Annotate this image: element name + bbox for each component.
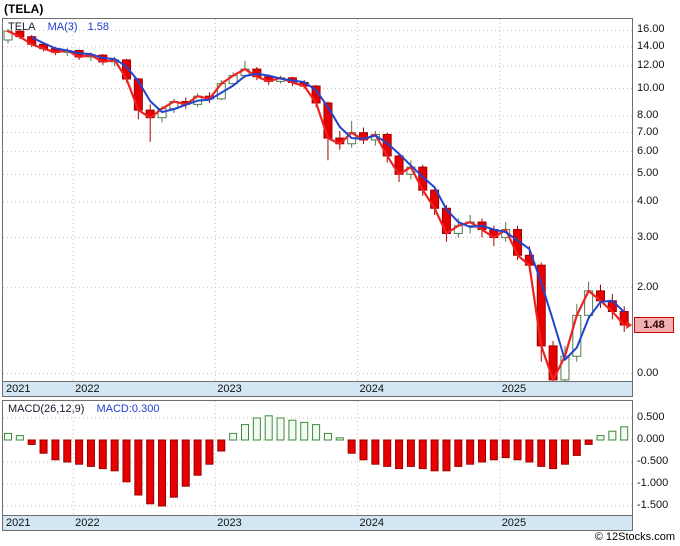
macd-axis-tick: 0.000 <box>637 433 665 445</box>
price-axis-tick: 2.00 <box>637 280 659 293</box>
x-axis-year-label: 2025 <box>501 383 527 395</box>
x-axis-year-label: 2022 <box>75 517 100 529</box>
x-axis-year-label: 2023 <box>217 383 242 395</box>
price-axis-tick: 7.00 <box>637 125 659 138</box>
price-chart-canvas <box>3 19 632 381</box>
price-axis-tick: 8.00 <box>637 109 659 122</box>
x-axis-year-label: 2021 <box>6 517 31 529</box>
legend-ma-label: MA(3) <box>47 21 78 33</box>
price-axis-tick: 3.00 <box>637 230 659 243</box>
page-title: (TELA) <box>4 2 44 16</box>
x-axis-year-label: 2025 <box>501 517 527 529</box>
x-axis-year-label: 2021 <box>6 383 31 395</box>
price-chart-pane: 2021 2022 2023 2024 2025 <box>2 18 633 397</box>
macd-chart-canvas <box>3 401 632 515</box>
macd-legend-value: MACD:0.300 <box>96 403 160 415</box>
legend-symbol: TELA <box>8 21 36 33</box>
macd-legend: MACD(26,12,9) MACD:0.300 <box>8 403 166 415</box>
legend-ma-value: 1.58 <box>87 21 110 33</box>
last-price-tag: 1.48 <box>634 317 674 333</box>
price-axis-tick: 5.00 <box>637 167 659 180</box>
price-axis-tick: 12.00 <box>637 58 665 71</box>
x-axis-year-label: 2024 <box>359 383 384 395</box>
macd-axis-tick: -1.000 <box>637 477 669 489</box>
macd-chart-pane: 2021 2022 2023 2024 2025 <box>2 400 633 531</box>
price-axis-tick: 16.00 <box>637 23 665 36</box>
price-axis-tick: 6.00 <box>637 144 659 157</box>
price-x-axis-band: 2021 2022 2023 2024 2025 <box>3 381 632 396</box>
price-axis-tick: 14.00 <box>637 39 665 52</box>
price-axis-tick: 4.00 <box>637 194 659 207</box>
macd-legend-name: MACD(26,12,9) <box>8 403 85 415</box>
price-legend: TELA MA(3) 1.58 <box>8 21 116 33</box>
macd-axis-tick: -0.500 <box>637 455 669 467</box>
macd-axis-tick: -1.500 <box>637 499 669 511</box>
x-axis-year-label: 2024 <box>359 517 384 529</box>
copyright-text: © 12Stocks.com <box>594 531 675 543</box>
price-axis-tick: 10.00 <box>637 81 665 94</box>
x-axis-year-label: 2023 <box>217 517 242 529</box>
macd-x-axis-band: 2021 2022 2023 2024 2025 <box>3 515 632 530</box>
price-axis-tick: 0.00 <box>637 366 659 379</box>
macd-axis-tick: 0.500 <box>637 411 665 423</box>
x-axis-year-label: 2022 <box>75 383 100 395</box>
